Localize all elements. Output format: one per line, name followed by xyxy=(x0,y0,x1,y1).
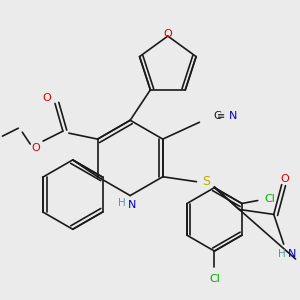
Text: S: S xyxy=(202,175,210,188)
Text: O: O xyxy=(280,174,289,184)
Text: C: C xyxy=(213,111,221,121)
Text: O: O xyxy=(32,143,40,153)
Text: H: H xyxy=(278,249,286,259)
Text: Cl: Cl xyxy=(209,274,220,284)
Text: Cl: Cl xyxy=(264,194,275,203)
Text: O: O xyxy=(164,29,172,39)
Text: N: N xyxy=(287,249,296,259)
Text: O: O xyxy=(43,94,51,103)
Text: N: N xyxy=(128,200,136,211)
Text: ≡: ≡ xyxy=(217,111,225,121)
Text: N: N xyxy=(229,111,238,121)
Text: H: H xyxy=(118,199,126,208)
